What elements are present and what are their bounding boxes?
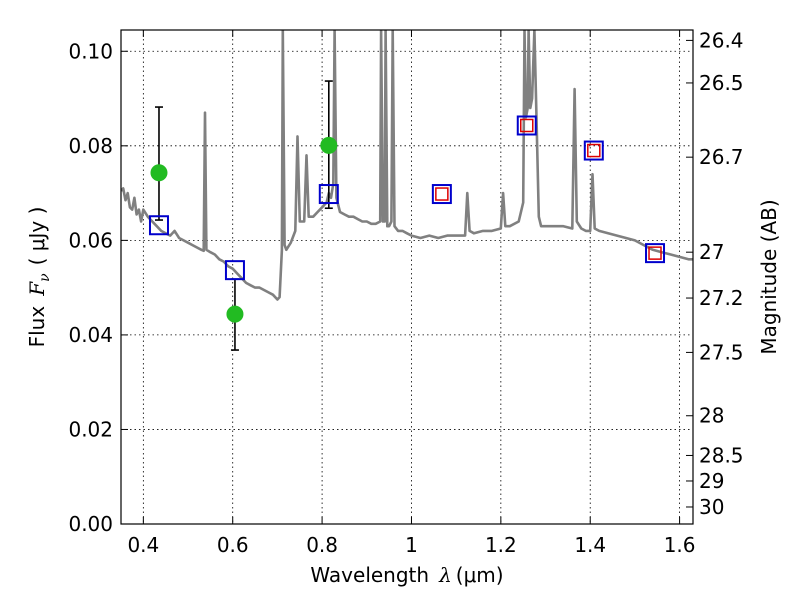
y2-tick-label: 26.7 — [699, 145, 744, 169]
y2-tick-label: 28.5 — [699, 443, 744, 467]
model-photometry-square — [431, 184, 452, 205]
y2-tick-label: 26.5 — [699, 71, 744, 95]
model-photometry-square — [583, 140, 604, 161]
x-tick-label: 1.6 — [664, 533, 696, 557]
model-spectrum-line — [121, 30, 693, 301]
y-axis-title: FluxFν( μJy ) — [25, 207, 53, 348]
y2-axis-title: Magnitude (AB) — [757, 199, 781, 354]
observed-point — [150, 164, 168, 182]
observed-point — [320, 136, 338, 154]
x-tick-label: 0.4 — [127, 533, 159, 557]
inner-marker-square — [648, 246, 662, 260]
x-axis-title: Wavelength λ (μm) — [310, 563, 503, 587]
y2-tick-label: 26.4 — [699, 28, 744, 52]
y-tick-label: 0.08 — [68, 134, 113, 158]
y-tick-label: 0.10 — [68, 39, 113, 63]
x-tick-label: 1.4 — [574, 533, 606, 557]
y2-tick-label: 28 — [699, 404, 724, 428]
y-tick-label: 0.06 — [68, 228, 113, 252]
y2-tick-label: 29 — [699, 469, 724, 493]
grid — [121, 30, 693, 525]
model-photometry-markers — [148, 115, 666, 281]
y2-tick-label: 27 — [699, 240, 724, 264]
inner-markers — [435, 118, 662, 260]
model-photometry-square — [516, 115, 537, 136]
x-tick-label: 0.8 — [306, 533, 338, 557]
observed-point — [226, 305, 244, 323]
error-bars — [154, 80, 333, 351]
axis-ticks: 0.4 0.6 0.8 1 1.2 1.4 1.6 0.00 0.02 0.04 0.06 0.08 0… — [68, 28, 743, 557]
inner-marker-square — [520, 118, 534, 133]
model-photometry-square — [148, 215, 169, 236]
x-tick-label: 1.2 — [485, 533, 517, 557]
y2-tick-label: 27.2 — [699, 286, 744, 310]
model-spectrum — [121, 30, 693, 301]
y-tick-label: 0.04 — [68, 323, 113, 347]
y2-tick-label: 27.5 — [699, 340, 744, 364]
model-photometry-square — [224, 260, 245, 281]
y2-tick-label: 30 — [699, 495, 724, 519]
inner-marker-square — [587, 143, 601, 158]
x-tick-label: 0.6 — [217, 533, 249, 557]
observed-points — [150, 136, 338, 323]
x-tick-label: 1 — [405, 533, 418, 557]
y-tick-label: 0.02 — [68, 417, 113, 441]
plot-frame — [120, 29, 694, 525]
y-tick-label: 0.00 — [68, 512, 113, 536]
model-photometry-square — [645, 243, 666, 264]
inner-marker-square — [435, 187, 449, 201]
model-photometry-square — [318, 184, 339, 205]
